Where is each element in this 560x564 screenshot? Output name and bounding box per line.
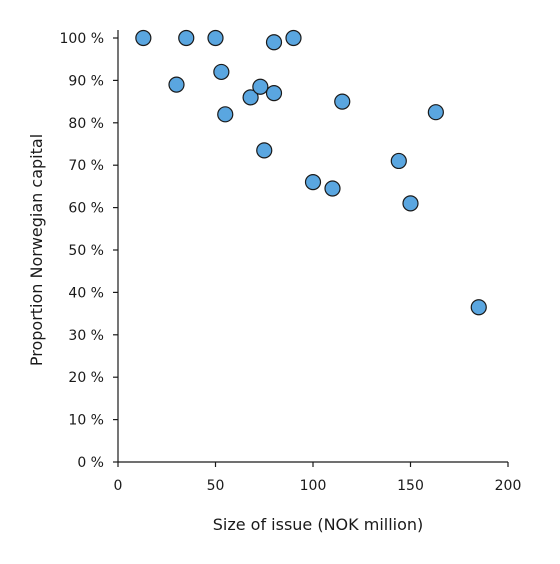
scatter-point	[135, 29, 152, 47]
scatter-point	[217, 106, 234, 123]
y-tick-label: 70 %	[68, 158, 104, 174]
x-tick-label: 0	[114, 478, 123, 494]
scatter-point	[256, 142, 273, 159]
x-tick-label: 150	[397, 478, 424, 494]
data-points	[135, 29, 487, 316]
y-tick-label: 100 %	[60, 31, 104, 47]
scatter-point	[207, 29, 224, 47]
y-tick-label: 40 %	[68, 285, 104, 301]
y-tick-label: 50 %	[68, 243, 104, 259]
y-tick-label: 20 %	[68, 370, 104, 386]
x-tick-label: 50	[207, 478, 225, 494]
y-tick-label: 80 %	[68, 116, 104, 132]
scatter-point	[252, 78, 269, 95]
scatter-point	[168, 76, 185, 93]
scatter-point	[242, 89, 259, 106]
y-tick-label: 30 %	[68, 328, 104, 344]
scatter-point	[265, 34, 283, 51]
tick-labels: 0 % 10 % 20 % 30 % 40 % 50 % 60 % 70 % 80 % 90 % 1…	[60, 31, 522, 494]
scatter-point	[427, 104, 444, 121]
x-tick-label: 100	[300, 478, 327, 494]
scatter-point	[213, 63, 230, 81]
y-tick-label: 90 %	[68, 73, 104, 89]
axes	[113, 30, 509, 467]
y-tick-label: 0 %	[77, 455, 104, 471]
scatter-point	[285, 29, 302, 47]
scatter-point	[304, 174, 322, 191]
y-axis-title: Proportion Norwegian capital	[27, 134, 46, 366]
y-tick-label: 60 %	[68, 201, 104, 217]
scatter-point	[178, 29, 195, 47]
scatter-point	[390, 152, 407, 170]
scatter-point	[324, 180, 341, 197]
y-tick-label: 10 %	[68, 413, 104, 429]
x-axis-title: Size of issue (NOK million)	[213, 515, 424, 534]
scatter-point	[334, 93, 351, 110]
scatter-point	[265, 85, 283, 102]
scatter-point	[470, 299, 487, 316]
x-tick-label: 200	[495, 478, 522, 494]
scatter-point	[402, 195, 419, 212]
